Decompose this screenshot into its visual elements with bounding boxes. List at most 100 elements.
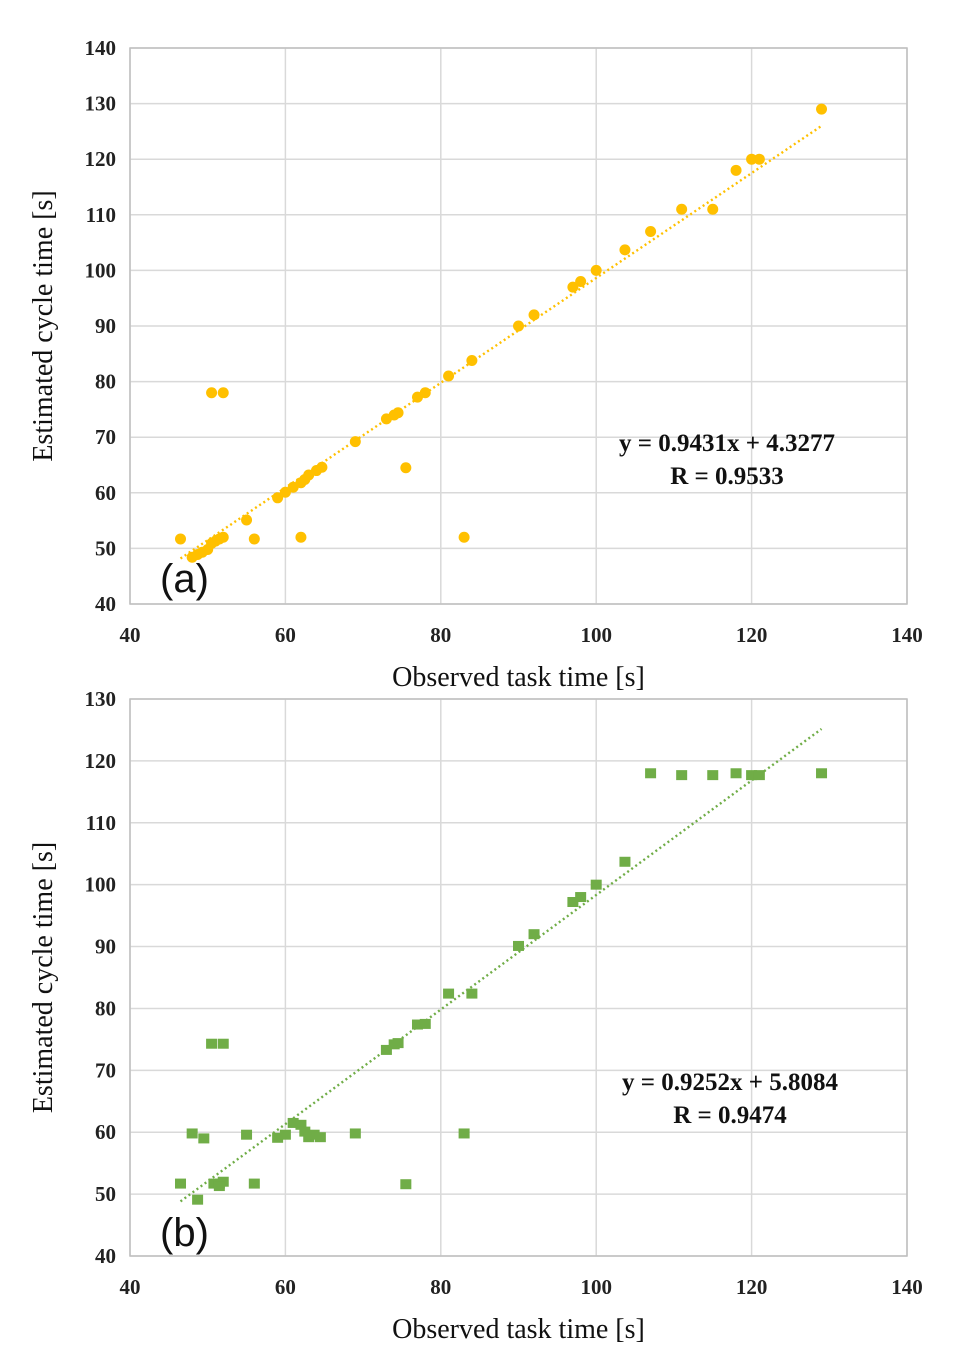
panel-a-data-point [645, 225, 657, 237]
panel-b-x-tick-label: 120 [736, 1275, 768, 1299]
panel-b-data-point [575, 892, 587, 903]
panel-a-data-point [730, 164, 742, 176]
panel-a-y-tick-label: 120 [85, 147, 117, 171]
panel-a-x-tick-labels: 40 60 80 100 120 140 [120, 623, 923, 647]
panel-b-y-tick-label: 40 [95, 1244, 116, 1268]
panel-a-data-point [575, 276, 587, 288]
panel-a-data-point [676, 203, 688, 215]
panel-b-x-tick-label: 80 [430, 1275, 451, 1299]
panel-b-data-point [314, 1132, 326, 1143]
panel-b-data-point [458, 1128, 470, 1139]
panel-b-data-point [730, 768, 742, 779]
panel-b-data-point [213, 1181, 225, 1192]
panel-b-y-tick-labels: 40 50 60 70 80 90 100 110 120 130 [85, 687, 117, 1268]
panel-b-data-point [175, 1178, 187, 1189]
panel-b-data-points [175, 768, 828, 1205]
panel-b-data-point [287, 1117, 299, 1128]
panel-a-y-tick-label: 100 [85, 258, 117, 282]
panel-b-data-point [248, 1178, 260, 1189]
panel-b-data-point [419, 1018, 431, 1029]
panel-b-y-tick-label: 130 [85, 687, 117, 711]
panel-b-data-point [816, 768, 828, 779]
panel-b-x-tick-label: 40 [120, 1275, 141, 1299]
panel-b-plot-area [129, 698, 908, 1257]
panel-a-x-tick-label: 80 [430, 623, 451, 647]
panel-a-data-point [316, 461, 328, 473]
panel-b-data-point [380, 1044, 392, 1055]
panel-b-data-point [590, 879, 602, 890]
panel-a-data-point [206, 387, 218, 399]
panel-a-data-point [295, 531, 307, 543]
panel-b-x-tick-label: 140 [891, 1275, 923, 1299]
panel-b-data-point [676, 770, 688, 781]
panel-b-gridlines [129, 698, 908, 1257]
panel-a-x-tick-label: 100 [580, 623, 612, 647]
panel-b-data-point [198, 1133, 210, 1144]
panel-b-label: (b) [160, 1211, 209, 1255]
panel-b-data-point [299, 1126, 311, 1137]
panel-b-x-tick-label: 100 [580, 1275, 612, 1299]
panel-b-y-tick-label: 90 [95, 935, 116, 959]
panel-a-trendline [179, 124, 823, 560]
panel-b-y-tick-label: 60 [95, 1120, 116, 1144]
panel-b-equation: y = 0.9252x + 5.8084 [622, 1069, 838, 1096]
panel-b-data-point [192, 1194, 204, 1205]
panel-b-data-point [400, 1179, 412, 1190]
panel-a-y-tick-labels: 40 50 60 70 80 90 100 110 120 130 140 [85, 36, 117, 616]
panel-a-data-point [349, 436, 361, 448]
panel-a-data-point [513, 320, 524, 332]
panel-b-y-tick-label: 80 [95, 996, 116, 1020]
panel-a-data-point [392, 407, 404, 419]
panel-b-y-tick-label: 120 [85, 749, 117, 773]
panel-a-data-point [272, 492, 284, 504]
panel-b-data-point [513, 940, 524, 951]
panel-b-x-tick-label: 60 [275, 1275, 296, 1299]
panel-b-data-point [411, 1019, 423, 1030]
panel-b-data-point [619, 856, 631, 867]
panel-b-data-point [466, 988, 478, 999]
panel-a-x-tick-label: 40 [120, 623, 141, 647]
panel-b-data-point [746, 770, 758, 781]
panel-a-data-point [746, 153, 758, 165]
panel-b-data-point [186, 1128, 198, 1139]
panel-b-data-point [645, 768, 657, 779]
panel-a-y-tick-label: 80 [95, 370, 116, 394]
panel-a-data-point [619, 244, 631, 256]
panel-a-x-axis-title: Observed task time [s] [392, 662, 645, 693]
panel-b-y-tick-label: 100 [85, 873, 117, 897]
panel-b-data-point [295, 1119, 307, 1130]
panel-b-data-point [392, 1038, 404, 1049]
panel-a-data-point [567, 281, 579, 293]
panel-b-data-point [528, 929, 540, 940]
panel-a-y-tick-label: 40 [95, 592, 116, 616]
panel-a-equation: y = 0.9431x + 4.3277 [619, 430, 835, 457]
panel-b-chart: 40 50 60 70 80 90 100 110 120 130 40 60 80 100 120 140… [28, 687, 923, 1345]
panel-b-data-point [206, 1038, 218, 1049]
panel-a-x-tick-label: 60 [275, 623, 296, 647]
panel-b-x-tick-labels: 40 60 80 100 120 140 [120, 1275, 923, 1299]
panel-a-chart: 40 50 60 70 80 90 100 110 120 130 140 40 60 80 100 120… [28, 36, 923, 693]
panel-a-data-point [528, 309, 540, 321]
panel-a-data-point [175, 533, 187, 545]
panel-a-data-point [466, 354, 478, 366]
panel-a-y-tick-label: 60 [95, 481, 116, 505]
panel-a-data-point [816, 103, 828, 115]
panel-b-data-point [279, 1129, 291, 1140]
panel-a-data-point [241, 514, 253, 526]
panel-a-data-point [458, 531, 470, 543]
panel-a-data-point [753, 153, 765, 165]
panel-b-y-tick-label: 50 [95, 1182, 116, 1206]
panel-a-data-point [707, 203, 719, 215]
panel-b-data-point [567, 896, 579, 907]
panel-a-data-point [419, 387, 431, 399]
panel-b-y-axis-title: Estimated cycle time [s] [28, 842, 59, 1113]
panel-b-data-point [707, 770, 719, 781]
panel-a-data-point [590, 264, 602, 276]
panel-a-y-tick-label: 70 [95, 425, 116, 449]
panel-a-y-tick-label: 140 [85, 36, 117, 60]
panel-a-data-point [217, 387, 229, 399]
panel-a-y-axis-title: Estimated cycle time [s] [28, 190, 59, 461]
panel-b-x-axis-title: Observed task time [s] [392, 1314, 645, 1345]
panel-a-data-point [443, 370, 455, 382]
